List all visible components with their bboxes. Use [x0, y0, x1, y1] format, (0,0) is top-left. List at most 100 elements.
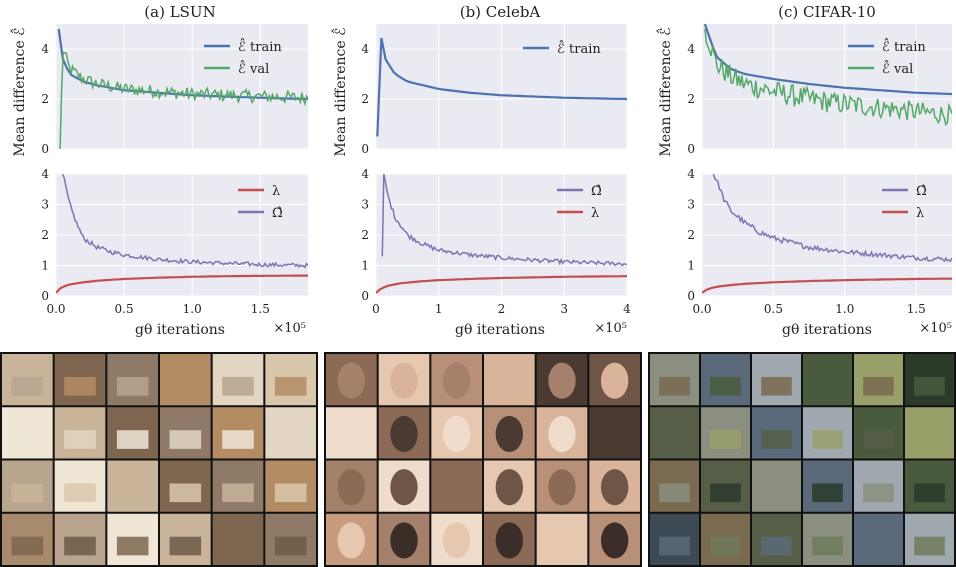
sample-object	[761, 430, 792, 449]
sample-face	[495, 362, 524, 399]
sample-object	[169, 430, 202, 449]
series-line-green	[704, 28, 952, 126]
y-tick-label: 0	[361, 289, 369, 303]
x-tick-label: 4	[623, 302, 631, 316]
y-tick-label: 0	[687, 142, 695, 156]
y-tick-label: 3	[361, 198, 369, 212]
legend-label: ℰ̂ train	[882, 39, 926, 55]
xexp-a: ×10⁵	[273, 321, 306, 336]
sample-face	[600, 362, 629, 399]
sample-object	[659, 536, 690, 556]
series-line-red	[56, 274, 308, 294]
legend-label: ℰ̂ train	[557, 41, 601, 57]
y-tick-label: 1	[361, 259, 369, 273]
series-line-green	[59, 51, 308, 149]
sample-object	[914, 483, 945, 503]
y-tick-label: 4	[361, 42, 369, 56]
celeba-samples	[324, 352, 642, 567]
sample-object	[116, 430, 149, 449]
sample-face	[495, 415, 524, 453]
sample-object	[914, 430, 945, 449]
y-tick-label: 2	[687, 228, 695, 242]
sample-face	[600, 415, 629, 453]
y-tick-label: 4	[41, 167, 49, 181]
sample-object	[710, 536, 741, 556]
sample-object	[710, 376, 741, 396]
sample-face	[337, 362, 366, 399]
sample-object	[222, 376, 254, 396]
lsun-samples	[0, 352, 318, 567]
x-tick-label: 1.5	[251, 302, 270, 316]
sample-object	[169, 536, 202, 556]
sample-object	[863, 430, 894, 449]
chart-c-bottom: 0 1 2 3 4 0.0 0.5 1.0 1.5 Ω̂ λ	[687, 167, 952, 316]
sample-object	[812, 536, 843, 556]
sample-face	[548, 522, 576, 559]
x-tick-label: 0.0	[692, 302, 711, 316]
x-tick-label: 1	[435, 302, 443, 316]
sample-object	[274, 376, 307, 396]
sample-object	[64, 536, 96, 556]
sample-object	[914, 536, 945, 556]
x-tick-label: 0.5	[764, 302, 783, 316]
sample-object	[64, 376, 96, 396]
sample-object	[64, 430, 96, 449]
ylabel-a: Mean difference ℰ̂	[10, 27, 28, 156]
x-tick-label: 1.0	[835, 302, 854, 316]
grid-frame	[0, 352, 318, 567]
sample-face	[337, 469, 366, 506]
y-tick-label: 0	[687, 289, 695, 303]
legend-label: ℰ̂ val	[882, 61, 913, 77]
sample-object	[116, 536, 149, 556]
x-tick-label: 1.0	[183, 302, 202, 316]
y-tick-label: 3	[41, 198, 49, 212]
ylabel-b: Mean difference ℰ̂	[331, 27, 349, 156]
x-tick-label: 0.5	[115, 302, 134, 316]
xexp-c: ×10⁵	[919, 321, 952, 336]
series-line-purple	[62, 174, 308, 269]
sample-face	[548, 415, 576, 453]
y-tick-label: 2	[41, 228, 49, 242]
sample-object	[274, 483, 307, 503]
y-tick-label: 2	[361, 228, 369, 242]
xexp-b: ×10⁵	[594, 321, 627, 336]
sample-object	[116, 376, 149, 396]
sample-face	[548, 362, 576, 399]
sample-face	[600, 522, 629, 559]
legend-label: Ω̂	[591, 184, 602, 199]
sample-face	[390, 469, 418, 506]
sample-object	[710, 483, 741, 503]
sample-object	[659, 376, 690, 396]
y-tick-label: 4	[41, 42, 49, 56]
sample-object	[761, 483, 792, 503]
chart-a-bottom: 0 1 2 3 4 0.0 0.5 1.0 1.5 λ Ω̂	[41, 167, 308, 316]
sample-object	[11, 430, 44, 449]
panel-title-c: (c) CIFAR-10	[778, 3, 876, 21]
series-line-red	[376, 275, 627, 294]
x-tick-label: 3	[560, 302, 568, 316]
y-tick-label: 2	[687, 92, 695, 106]
grid-frame	[324, 352, 642, 567]
xlabel-c: gθ iterations	[782, 322, 872, 338]
sample-object	[11, 536, 44, 556]
sample-object	[274, 430, 307, 449]
xlabel-a: gθ iterations	[135, 322, 225, 338]
sample-object	[659, 430, 690, 449]
chart-b-top: 0 2 4 ℰ̂ train	[361, 24, 628, 156]
sample-face	[548, 469, 576, 506]
xlabel-b: gθ iterations	[455, 322, 545, 338]
sample-face	[600, 469, 629, 506]
sample-object	[169, 483, 202, 503]
sample-object	[761, 376, 792, 396]
y-tick-label: 1	[687, 259, 695, 273]
sample-object	[812, 483, 843, 503]
sample-face	[390, 362, 418, 399]
y-tick-label: 4	[687, 167, 695, 181]
sample-face	[337, 522, 366, 559]
y-tick-label: 0	[41, 289, 49, 303]
legend-label: Ω̂	[272, 206, 283, 221]
sample-face	[442, 362, 471, 399]
sample-object	[761, 536, 792, 556]
legend-label: λ	[591, 206, 599, 221]
sample-face	[337, 415, 366, 453]
